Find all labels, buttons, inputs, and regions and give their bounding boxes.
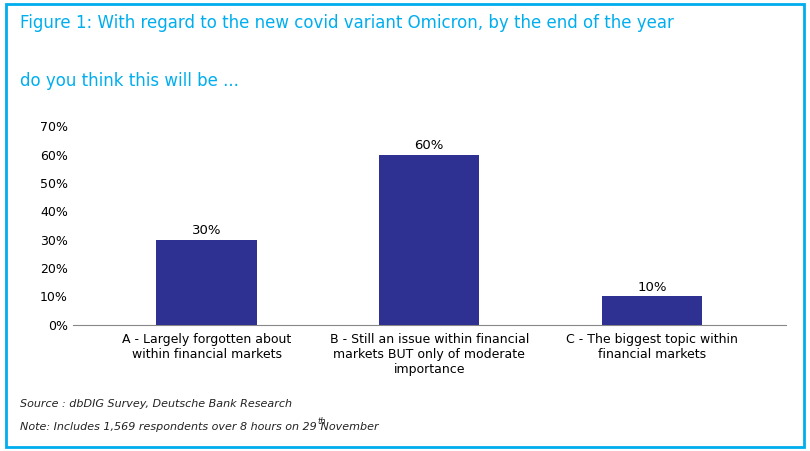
Bar — [602, 296, 702, 325]
Text: 60%: 60% — [415, 139, 444, 152]
Text: Figure 1: With regard to the new covid variant Omicron, by the end of the year: Figure 1: With regard to the new covid v… — [20, 14, 674, 32]
Text: 10%: 10% — [637, 281, 667, 294]
Text: Note: Includes 1,569 respondents over 8 hours on 29: Note: Includes 1,569 respondents over 8 … — [20, 422, 317, 432]
Text: November: November — [317, 422, 378, 432]
Text: do you think this will be ...: do you think this will be ... — [20, 72, 239, 90]
Bar — [156, 239, 257, 325]
Bar — [379, 155, 480, 325]
Text: 30%: 30% — [192, 225, 221, 237]
Text: th: th — [317, 417, 326, 426]
Text: Source : dbDIG Survey, Deutsche Bank Research: Source : dbDIG Survey, Deutsche Bank Res… — [20, 399, 292, 409]
